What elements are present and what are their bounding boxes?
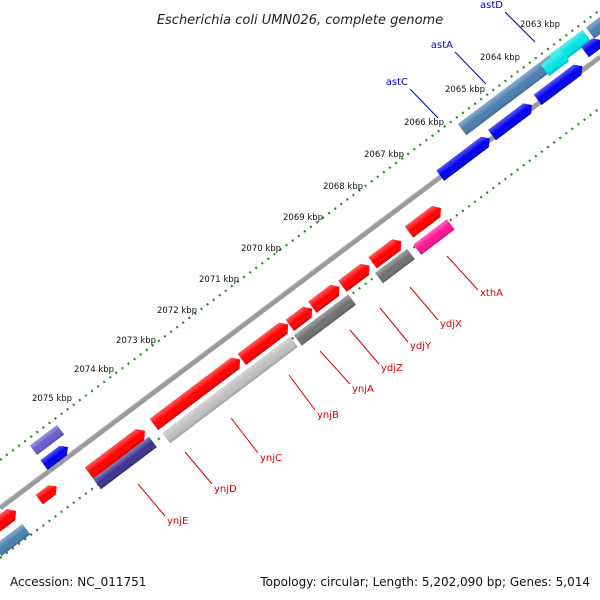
gene-label-red: ydjX bbox=[440, 319, 462, 330]
tick-label: 2072 kbp bbox=[157, 306, 197, 316]
gene-blue-4-shade bbox=[581, 38, 600, 58]
tick-label: 2069 kbp bbox=[283, 213, 323, 223]
gene-red-2-shade bbox=[368, 239, 402, 269]
gene-blue-4 bbox=[581, 38, 600, 58]
label-leaders bbox=[137, 11, 536, 517]
blue-leader bbox=[454, 51, 487, 85]
red-leader bbox=[230, 417, 259, 454]
genome-summary-text: Topology: circular; Length: 5,202,090 bp… bbox=[259, 575, 590, 589]
gene-red-1 bbox=[404, 205, 441, 238]
gene-blue-3-shade bbox=[533, 64, 583, 106]
tick-label: 2070 kbp bbox=[241, 244, 281, 254]
gene-gray-1 bbox=[375, 248, 415, 284]
gene-astD bbox=[585, 15, 600, 39]
tick-labels: 2063 kbp 2064 kbp 2065 kbp 2066 kbp 2067 kbp… bbox=[32, 20, 560, 404]
gene-labels: astD astA astC xthA ydjX ydjY ydjZ ynjA ynjB ynjC… bbox=[167, 0, 503, 527]
gene-red-6 bbox=[237, 322, 289, 366]
gene-magenta-shade bbox=[413, 219, 455, 255]
inner-tick-track bbox=[0, 107, 600, 559]
gene-red-6-shade bbox=[237, 322, 289, 366]
gene-blue-1-shade bbox=[436, 136, 490, 181]
red-leader bbox=[288, 374, 316, 411]
gene-astC-shade bbox=[457, 54, 559, 136]
red-leader bbox=[137, 483, 166, 517]
gene-slate bbox=[29, 424, 65, 456]
gene-label-red: ydjY bbox=[410, 341, 432, 352]
gene-lightgray bbox=[162, 336, 298, 444]
gene-red-5-shade bbox=[285, 306, 313, 332]
tick-label: 2066 kbp bbox=[404, 118, 444, 128]
gene-blue-small bbox=[40, 445, 68, 470]
gene-label-blue: astD bbox=[480, 0, 503, 11]
outer-tick-track bbox=[0, 9, 600, 461]
gene-lightgray-shade bbox=[162, 336, 298, 444]
map-title: Escherichia coli UMN026, complete genome bbox=[157, 13, 443, 28]
gene-gray-2-shade bbox=[293, 294, 357, 346]
gene-astC bbox=[457, 54, 559, 136]
gene-navy-shade bbox=[93, 436, 157, 490]
gene-red-1-shade bbox=[404, 205, 441, 238]
gene-label-red: ynjA bbox=[352, 384, 374, 395]
gene-red-7 bbox=[149, 357, 241, 431]
gene-gray-2 bbox=[293, 294, 357, 346]
gene-label-red: ynjE bbox=[167, 516, 188, 527]
tick-label: 2075 kbp bbox=[32, 394, 72, 404]
gene-red-4-shade bbox=[308, 284, 340, 313]
gene-label-red: ynjC bbox=[260, 453, 282, 464]
tick-label: 2065 kbp bbox=[445, 85, 485, 95]
gene-red-9 bbox=[35, 485, 57, 505]
red-leader bbox=[409, 286, 439, 321]
gene-slate-shade bbox=[29, 424, 65, 456]
tick-track bbox=[0, 9, 600, 559]
tick-label: 2071 kbp bbox=[199, 275, 239, 285]
gene-label-blue: astA bbox=[431, 40, 453, 51]
red-leader bbox=[184, 451, 213, 485]
gene-label-red: ydjZ bbox=[381, 363, 403, 374]
blue-leader bbox=[504, 11, 536, 43]
gene-red-8-shade bbox=[84, 428, 145, 479]
tick-label: 2068 kbp bbox=[323, 182, 363, 192]
gene-red-10 bbox=[0, 508, 16, 535]
gene-blue-1 bbox=[436, 136, 490, 181]
gene-red-2 bbox=[368, 239, 402, 269]
gene-label-red: xthA bbox=[480, 288, 503, 299]
red-leader bbox=[379, 307, 409, 343]
gene-blue-3 bbox=[533, 64, 583, 106]
tick-label: 2067 kbp bbox=[364, 150, 404, 160]
tick-label: 2074 kbp bbox=[74, 365, 114, 375]
gene-astA-2-shade bbox=[540, 49, 570, 77]
gene-label-red: ynjB bbox=[317, 410, 339, 421]
gene-steel-small-shade bbox=[0, 523, 31, 557]
gene-red-5 bbox=[285, 306, 313, 332]
gene-label-blue: astC bbox=[386, 77, 408, 88]
red-leader bbox=[319, 350, 351, 385]
gene-astD-shade bbox=[585, 15, 600, 39]
gene-magenta bbox=[413, 219, 455, 255]
gene-red-10-shade bbox=[0, 508, 16, 535]
gene-red-4 bbox=[308, 284, 340, 313]
gene-red-3 bbox=[338, 263, 370, 292]
gene-red-9-shade bbox=[35, 485, 57, 505]
gene-track bbox=[0, 15, 600, 557]
tick-label: 2063 kbp bbox=[520, 20, 560, 30]
gene-red-7-shade bbox=[149, 357, 241, 431]
gene-steel-small bbox=[0, 523, 31, 557]
blue-leader bbox=[409, 88, 439, 119]
gene-blue-2 bbox=[488, 103, 532, 141]
accession-text: Accession: NC_011751 bbox=[10, 575, 146, 589]
gene-navy bbox=[93, 436, 157, 490]
gene-blue-2-shade bbox=[488, 103, 532, 141]
tick-label: 2064 kbp bbox=[480, 53, 520, 63]
gene-astA-2 bbox=[540, 49, 570, 77]
gene-gray-1-shade bbox=[375, 248, 415, 284]
gene-blue-small-shade bbox=[40, 445, 68, 470]
gene-label-red: ynjD bbox=[214, 484, 237, 495]
gene-red-8 bbox=[84, 428, 145, 479]
tick-label: 2073 kbp bbox=[116, 336, 156, 346]
red-leader bbox=[349, 329, 380, 365]
gene-red-3-shade bbox=[338, 263, 370, 292]
red-leader bbox=[446, 255, 479, 291]
